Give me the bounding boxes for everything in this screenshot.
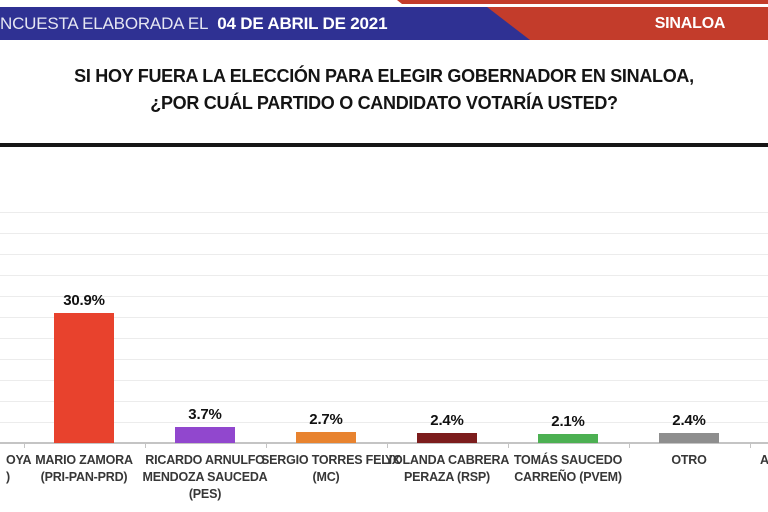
axis-tick [749, 444, 751, 448]
category-label-line: SERGIO TORRES FELIX [261, 453, 401, 467]
category-label: OTRO [624, 452, 754, 469]
gridline [0, 317, 768, 318]
bar-1 [175, 427, 235, 443]
category-label-line: YOLANDA CABRERA [384, 453, 510, 467]
poll-question: SI HOY FUERA LA ELECCIÓN PARA ELEGIR GOB… [0, 63, 768, 117]
axis-tick [507, 444, 509, 448]
axis-tick [628, 444, 630, 448]
gridline [0, 359, 768, 360]
title-divider [0, 143, 768, 147]
category-label: RICARDO ARNULFO MENDOZA SAUCEDA (PES) [140, 452, 270, 503]
bar-4 [538, 434, 598, 443]
category-label-line: ) [6, 470, 10, 484]
category-label-line: MENDOZA SAUCEDA [142, 470, 268, 484]
x-axis-line [0, 442, 768, 444]
gridline [0, 422, 768, 423]
gridline [0, 338, 768, 339]
category-label: MARIO ZAMORA (PRI-PAN-PRD) [19, 452, 149, 486]
category-label: YOLANDA CABRERA PERAZA (RSP) [382, 452, 512, 486]
gridline [0, 233, 768, 234]
gridline [0, 380, 768, 381]
bar-0 [54, 313, 114, 443]
gridline [0, 401, 768, 402]
bar-value-label: 2.4% [430, 412, 464, 429]
gridline [0, 254, 768, 255]
category-label-cropped-left: OYA) [6, 452, 32, 486]
gridline [0, 275, 768, 276]
category-label-line: MARIO ZAMORA [35, 453, 133, 467]
category-label: SERGIO TORRES FELIX (MC) [261, 452, 401, 486]
bar-value-label: 30.9% [63, 292, 105, 309]
banner-date: 04 DE ABRIL DE 2021 [217, 14, 388, 33]
gridline [0, 296, 768, 297]
category-label-line: PERAZA (RSP) [403, 470, 491, 484]
category-label-line: OYA [6, 453, 32, 467]
bar-value-label: 2.1% [551, 413, 585, 430]
category-label-line: OTRO [671, 453, 707, 467]
banner-caption: NCUESTA ELABORADA EL [0, 14, 209, 33]
axis-tick [23, 444, 25, 448]
category-label-line: CARREÑO (PVEM) [514, 470, 622, 484]
category-label-cropped-right: A [760, 453, 768, 467]
axis-tick [386, 444, 388, 448]
state-label: SINALOA [654, 15, 726, 32]
gridline [0, 212, 768, 213]
question-line-2: ¿POR CUÁL PARTIDO O CANDIDATO VOTARÍA US… [150, 93, 618, 113]
banner-date-section: NCUESTA ELABORADA EL 04 DE ABRIL DE 2021 [0, 7, 530, 40]
bar-5 [659, 433, 719, 443]
category-label-line: TOMÁS SAUCEDO [513, 453, 623, 467]
category-label-line: (PES) [188, 487, 222, 501]
axis-tick [265, 444, 267, 448]
category-label-line: (MC) [312, 470, 340, 484]
top-red-strip [397, 0, 768, 4]
bar-value-label: 3.7% [188, 406, 222, 423]
category-label-line: (PRI-PAN-PRD) [40, 470, 128, 484]
bar-3 [417, 433, 477, 443]
bar-value-label: 2.4% [672, 412, 706, 429]
bar-2 [296, 432, 356, 443]
question-line-1: SI HOY FUERA LA ELECCIÓN PARA ELEGIR GOB… [74, 66, 694, 86]
category-label-line: RICARDO ARNULFO [145, 453, 265, 467]
axis-tick [144, 444, 146, 448]
bar-value-label: 2.7% [309, 411, 343, 428]
header-banner: NCUESTA ELABORADA EL 04 DE ABRIL DE 2021 … [0, 7, 768, 40]
category-label: TOMÁS SAUCEDO CARREÑO (PVEM) [503, 452, 633, 486]
